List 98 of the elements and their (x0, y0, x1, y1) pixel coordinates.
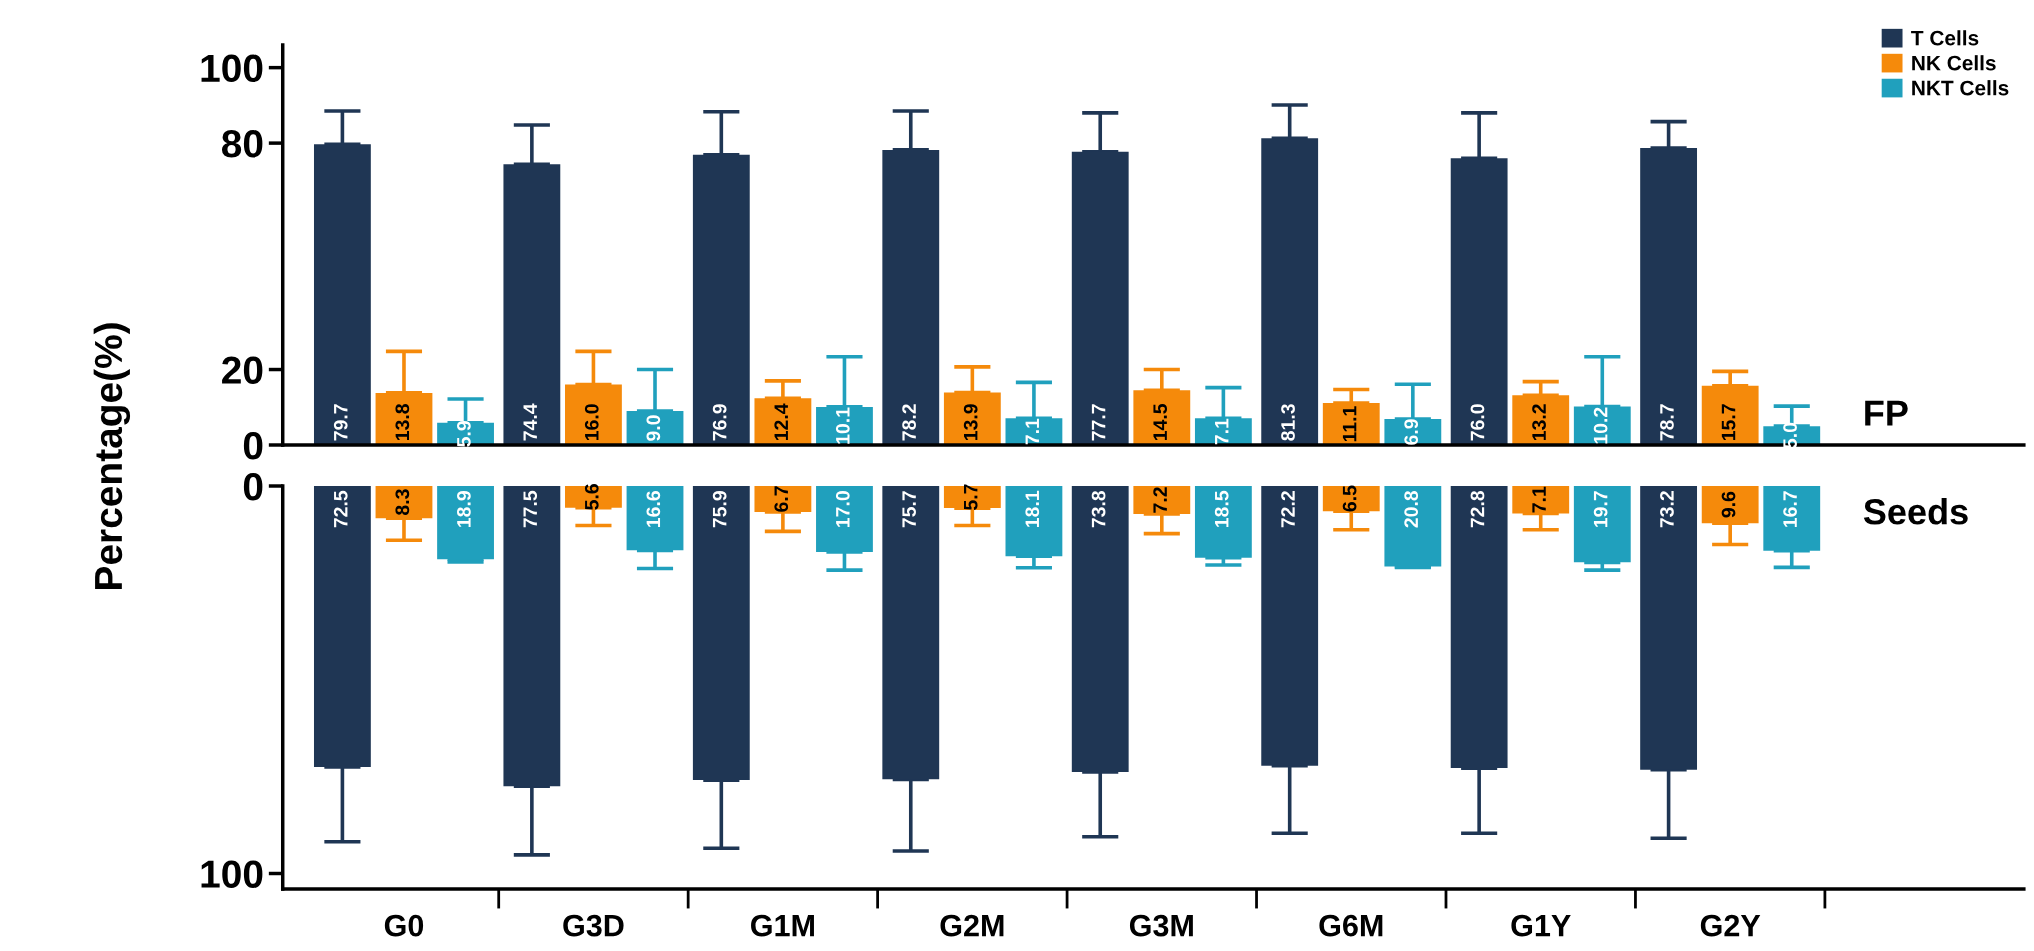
data-label: 5.9 (457, 421, 471, 447)
bar (1261, 486, 1319, 766)
data-label: 72.5 (333, 490, 348, 528)
data-label: 18.1 (1025, 490, 1040, 527)
data-label: 78.2 (902, 404, 916, 441)
data-label: 13.9 (963, 404, 978, 441)
data-label: 6.5 (1342, 485, 1357, 512)
bar (943, 486, 1001, 509)
data-label: 16.7 (1783, 491, 1797, 527)
x-tick-label: G0 (384, 914, 424, 937)
bar (1071, 486, 1129, 772)
data-label: 72.2 (1281, 491, 1295, 528)
bar (1384, 486, 1442, 567)
data-label: 16.0 (584, 404, 599, 441)
data-label: 7.1 (1532, 486, 1546, 513)
data-label: 6.9 (1404, 419, 1419, 445)
bar (692, 154, 750, 445)
bar (1071, 151, 1129, 445)
data-label: 75.7 (902, 491, 916, 528)
legend-label: NK Cells (1912, 55, 1996, 71)
data-label: 5.7 (964, 484, 978, 510)
data-label: 18.9 (457, 491, 471, 527)
bar (626, 486, 684, 551)
data-label: 12.4 (774, 403, 788, 441)
data-label: 13.2 (1532, 404, 1546, 441)
bar (754, 486, 812, 512)
data-label: 15.7 (1721, 404, 1736, 441)
bar (503, 164, 561, 445)
data-label: 20.8 (1404, 490, 1419, 528)
legend-label: NKT Cells (1912, 80, 2009, 96)
x-tick-label: G1Y (1511, 914, 1571, 937)
bar (1133, 486, 1191, 514)
bar (1261, 138, 1319, 445)
bar (313, 486, 371, 767)
data-label: 16.6 (646, 491, 661, 527)
data-label: 76.9 (712, 404, 727, 441)
data-label: 76.0 (1470, 404, 1485, 441)
bar (375, 486, 433, 519)
data-label: 5.6 (584, 484, 599, 510)
y-tick-label: 80 (221, 130, 263, 158)
bar (816, 486, 873, 552)
data-label: 11.1 (1342, 406, 1357, 442)
data-label: 7.2 (1153, 487, 1167, 513)
data-label: 73.8 (1091, 490, 1106, 528)
data-label: 10.1 (835, 407, 850, 444)
bar (1573, 486, 1631, 563)
y-tick-label: 20 (222, 356, 263, 384)
bar (1450, 486, 1508, 769)
bar (1640, 148, 1698, 445)
data-label: 7.1 (1215, 418, 1229, 445)
bar (882, 486, 940, 780)
bar (1701, 486, 1759, 524)
y-axis-title: Percentage(%) (93, 323, 131, 589)
data-label: 19.7 (1593, 491, 1608, 527)
x-tick-label: G3M (1129, 914, 1193, 937)
data-label: 13.8 (395, 404, 410, 441)
y-tick-label: 100 (201, 54, 263, 83)
y-tick-label: 100 (201, 860, 263, 888)
x-tick-label: G6M (1319, 914, 1383, 937)
bar (503, 486, 561, 787)
data-label: 8.3 (395, 489, 410, 515)
x-tick-label: G2Y (1700, 914, 1761, 937)
bar (692, 486, 750, 781)
bar (313, 144, 371, 445)
data-label: 18.5 (1214, 490, 1229, 527)
x-tick-label: G3D (563, 914, 624, 937)
bar (565, 384, 622, 445)
bar (1450, 158, 1508, 445)
text: FP (1865, 400, 1908, 426)
bar (565, 486, 622, 508)
bar (1763, 486, 1821, 551)
data-label: 73.2 (1660, 491, 1674, 528)
data-label: 79.7 (333, 404, 348, 441)
data-label: 14.5 (1153, 403, 1168, 441)
bar (1005, 486, 1063, 557)
data-label: 72.8 (1470, 490, 1485, 528)
legend-label: T Cells (1911, 30, 1979, 46)
data-label: 78.7 (1660, 404, 1674, 441)
data-label: 17.0 (835, 491, 850, 527)
x-tick-label: G2M (940, 914, 1004, 937)
data-label: 7.1 (1025, 418, 1039, 445)
data-label: 9.0 (646, 415, 661, 441)
bar (882, 149, 940, 445)
y-tick-label: 0 (243, 431, 263, 460)
data-label: 74.4 (523, 403, 537, 441)
data-label: 9.6 (1721, 491, 1736, 518)
data-label: 77.7 (1091, 404, 1106, 441)
x-tick-label: G1M (751, 914, 814, 937)
data-label: 77.5 (523, 490, 538, 528)
data-label: 10.2 (1593, 407, 1608, 444)
data-label: 75.9 (712, 491, 727, 528)
bar (1701, 385, 1759, 445)
bar (437, 486, 494, 560)
data-label: 6.7 (774, 486, 789, 512)
y-tick-label: 0 (243, 472, 263, 501)
data-label: 81.3 (1281, 404, 1295, 441)
bar (1133, 390, 1191, 445)
text: Seeds (1863, 498, 1968, 525)
